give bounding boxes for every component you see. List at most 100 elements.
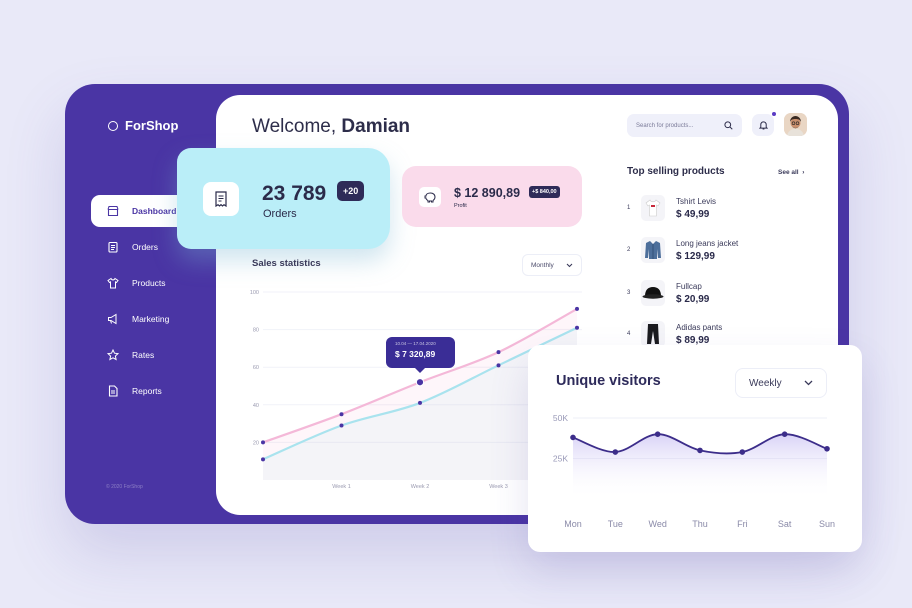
data-point [339,412,344,417]
product-price: $ 89,99 [676,334,710,346]
product-price: $ 49,99 [676,208,710,220]
profit-badge: +$ 840,00 [529,186,560,198]
chevron-down-icon [804,380,813,386]
profit-label: Profit [454,203,467,209]
data-point [654,431,661,437]
notifications-button[interactable] [752,111,777,136]
product-item[interactable]: 4 Adidas pants $ 89,99 [627,321,722,347]
sidebar-item-label: Orders [132,242,158,252]
x-tick-label: Week 3 [489,484,508,490]
sidebar-item-marketing[interactable]: Marketing [91,303,231,335]
product-rank: 1 [627,205,631,211]
orders-label: Orders [263,208,297,220]
sidebar-item-label: Reports [132,386,162,396]
y-tick-label: 40 [253,403,259,409]
x-tick-label: Mon [564,519,582,529]
data-point [261,440,265,445]
sales-statistics-title: Sales statistics [252,258,321,269]
x-tick-label: Week 1 [332,484,351,490]
product-item[interactable]: 3 Fullcap $ 20,99 [627,280,709,306]
visitors-period-dropdown[interactable]: Weekly [735,368,827,398]
product-name: Fullcap [676,281,702,291]
store-icon [107,205,119,217]
data-point [261,457,265,462]
data-point [739,449,746,455]
data-point [575,325,579,330]
orders-badge: +20 [337,181,365,201]
jacket-image [641,237,665,263]
document-icon [108,385,118,397]
data-point [575,306,579,311]
cap-image [641,280,665,306]
piggy-bank-icon [419,187,441,207]
unique-visitors-title: Unique visitors [556,373,661,389]
data-point [496,363,501,368]
x-tick-label: Sat [778,519,792,529]
orders-card[interactable]: 23 789 Orders +20 [177,148,390,249]
search-input[interactable]: Search for products... [627,114,742,137]
product-price: $ 129,99 [676,250,715,262]
series-area [263,308,577,480]
clipboard-icon [108,241,118,253]
x-tick-label: Week 2 [411,484,430,490]
shirt-icon [107,277,119,289]
search-icon[interactable] [724,121,733,130]
period-value: Monthly [531,261,554,269]
sidebar-item-label: Marketing [132,314,170,324]
x-tick-label: Sun [819,519,835,529]
star-icon [107,349,119,361]
chart-tooltip: 10.04 — 17.04.2020 $ 7 320,89 [386,337,455,373]
visitors-period-value: Weekly [749,377,782,389]
x-tick-label: Thu [692,519,708,529]
product-rank: 4 [627,331,631,337]
period-dropdown[interactable]: Monthly [522,254,582,276]
y-tick-label: 20 [253,440,259,446]
product-name: Adidas pants [676,322,723,332]
top-products-title: Top selling products [627,166,725,177]
sidebar-item-rates[interactable]: Rates [91,339,231,371]
tooltip-dates: 10.04 — 17.04.2020 [395,341,436,346]
product-name: Tshirt Levis [676,196,717,206]
orders-count: 23 789 [262,182,327,205]
product-item[interactable]: 1 Tshirt Levis $ 49,99 [627,195,716,221]
sidebar-item-reports[interactable]: Reports [91,375,231,407]
product-rank: 2 [627,247,631,253]
profit-card[interactable]: $ 12 890,89 Profit +$ 840,00 [402,166,582,227]
y-tick-label: 25K [553,454,568,464]
sidebar-item-label: Dashboard [132,206,177,216]
x-tick-label: Fri [737,519,748,529]
series-area [573,434,827,499]
megaphone-icon [108,313,117,325]
brand-logo[interactable]: ForShop [108,118,178,133]
tooltip-value: $ 7 320,89 [395,349,436,359]
copyright: © 2020 ForShop [106,484,143,490]
data-point [415,378,425,387]
y-tick-label: 60 [253,365,259,371]
receipt-icon [203,182,239,216]
sidebar-item-orders[interactable]: Orders [91,231,231,263]
data-point [781,431,788,437]
brand-name: ForShop [125,118,179,133]
data-point [418,400,422,405]
x-tick-label: Wed [648,519,666,529]
y-tick-label: 100 [250,290,259,296]
product-item[interactable]: 2 Long jeans jacket $ 129,99 [627,237,738,263]
data-point [570,434,576,441]
data-point [824,445,830,452]
see-all-label: See all [778,169,799,176]
logo-icon [108,120,118,131]
data-point [339,423,344,428]
visitors-chart: 25K 50K Mon Tue Wed Thu Fri Sat Sun [553,413,835,529]
chevron-right-icon: › [800,169,805,176]
page-title: Welcome, Damian [252,116,410,138]
product-price: $ 20,99 [676,293,710,305]
see-all-link[interactable]: See all › [778,169,804,176]
welcome-text: Welcome, [252,116,337,137]
sidebar-item-label: Products [132,278,166,288]
data-point [496,350,501,355]
sidebar-item-products[interactable]: Products [91,267,231,299]
avatar[interactable] [784,113,807,136]
sales-chart: 20 40 60 80 100 Week 1 Week 2 Week 3 [250,290,582,490]
data-point [612,449,619,455]
y-tick-label: 50K [553,413,568,423]
